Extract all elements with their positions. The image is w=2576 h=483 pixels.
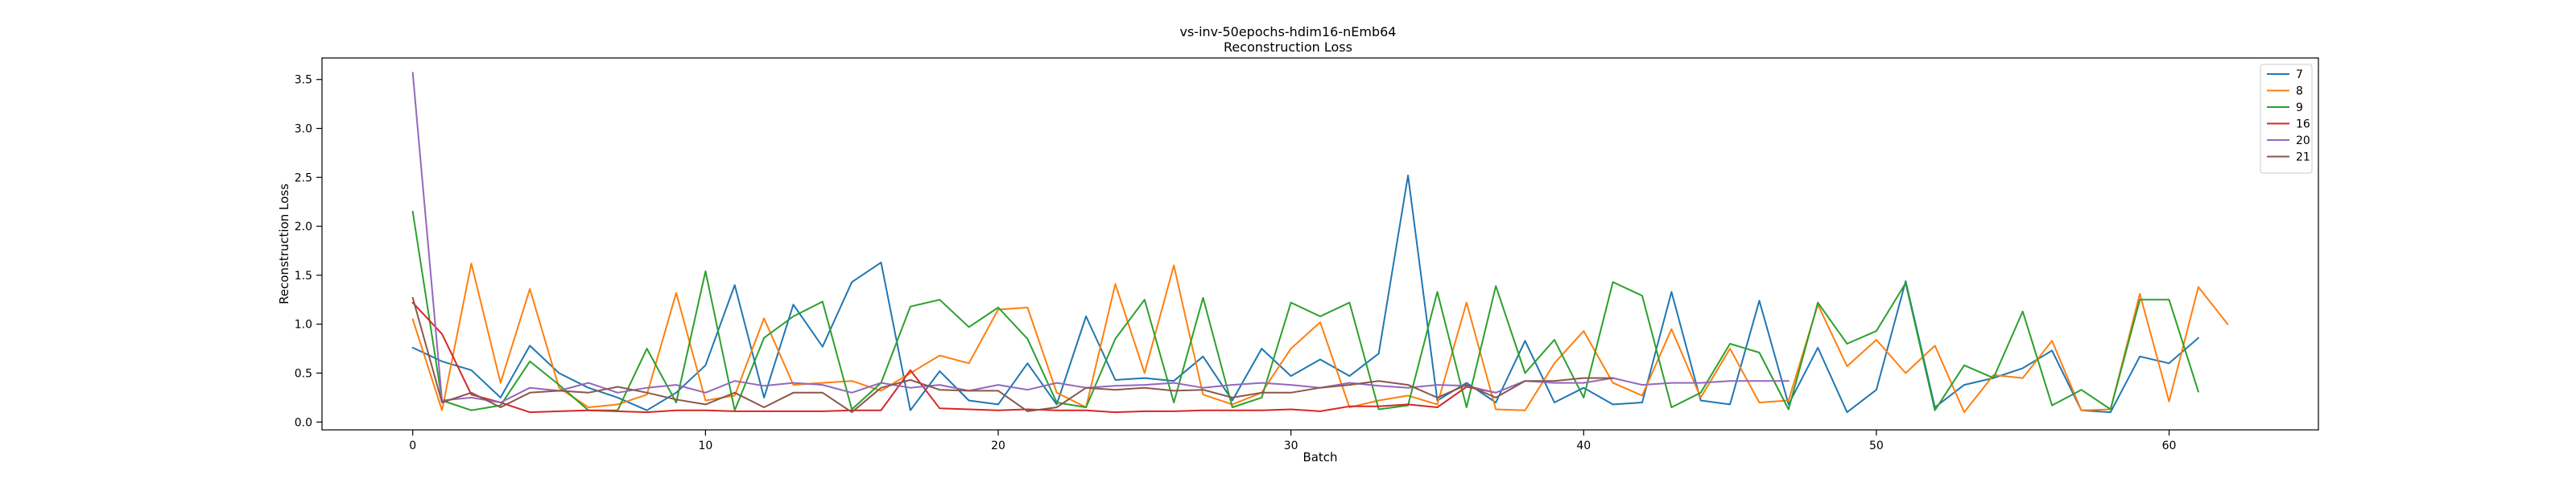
y-axis-ticks: 0.0 0.5 1.0 1.5 2.0 2.5 3.0 3.5 [295, 74, 322, 429]
legend-label-20: 20 [2296, 134, 2310, 147]
legend-label-8: 8 [2296, 85, 2303, 98]
series-line-16 [411, 301, 1497, 414]
x-tick-label: 10 [698, 440, 712, 452]
x-axis-ticks: 0 10 20 30 40 50 60 [409, 430, 2176, 452]
series-line-7 [411, 174, 2199, 414]
x-tick-label: 50 [1869, 440, 1884, 452]
legend: 7 8 9 16 20 21 [2260, 64, 2313, 174]
y-tick-label: 1.0 [295, 319, 312, 332]
y-tick-label: 0.5 [295, 367, 312, 380]
chart-title: vs-inv-50epochs-hdim16-nEmb64 [1180, 24, 1397, 39]
legend-label-7: 7 [2296, 68, 2303, 81]
legend-label-21: 21 [2296, 151, 2310, 164]
series-line-21 [411, 296, 1614, 414]
x-tick-label: 60 [2162, 440, 2177, 452]
legend-box [2260, 64, 2313, 174]
y-axis-label: Reconstruction Loss [277, 184, 291, 304]
y-tick-label: 0.0 [295, 416, 312, 429]
y-tick-label: 1.5 [295, 270, 312, 283]
chart-subtitle: Reconstruction Loss [1224, 39, 1352, 55]
series-line-8 [411, 262, 2229, 414]
y-tick-label: 3.0 [295, 123, 312, 136]
plot-area-frame [321, 57, 2319, 431]
x-tick-label: 30 [1284, 440, 1298, 452]
y-tick-label: 3.5 [295, 74, 312, 87]
x-tick-label: 20 [991, 440, 1005, 452]
y-tick-label: 2.0 [295, 221, 312, 233]
x-tick-label: 0 [409, 440, 416, 452]
y-tick-label: 2.5 [295, 171, 312, 184]
legend-label-16: 16 [2296, 118, 2310, 131]
legend-label-9: 9 [2296, 101, 2303, 114]
x-tick-label: 40 [1576, 440, 1591, 452]
series-line-9 [411, 210, 2199, 411]
plot-lines [411, 72, 2229, 414]
x-axis-label: Batch [1302, 450, 1337, 464]
series-line-20 [411, 72, 1790, 403]
